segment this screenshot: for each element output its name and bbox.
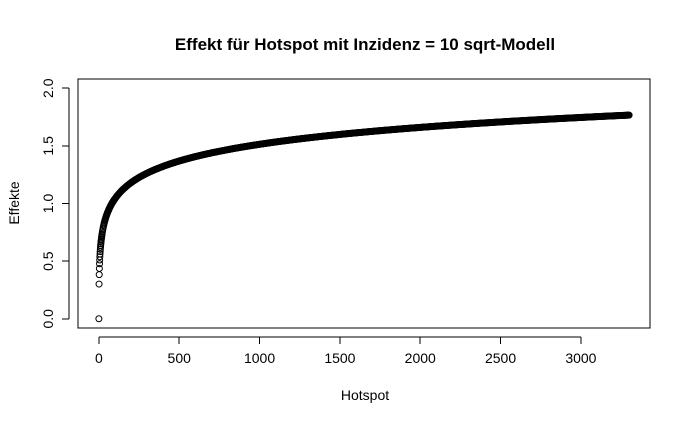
x-axis: 0 500 1000 1500 2000 2500 3000: [95, 336, 597, 366]
x-tick-label: 3000: [565, 350, 596, 366]
y-axis-label: Effekte: [6, 181, 22, 225]
y-axis: 0.0 0.5 1.0 1.5 2.0: [40, 78, 70, 329]
y-tick-label: 1.5: [40, 136, 56, 156]
data-point: [96, 253, 104, 261]
chart-title: Effekt für Hotspot mit Inzidenz = 10 sqr…: [175, 35, 555, 54]
y-tick-label: 1.0: [40, 194, 56, 214]
y-tick-label: 0.0: [40, 309, 56, 329]
data-points: [95, 111, 633, 323]
y-tick-label: 0.5: [40, 251, 56, 271]
data-point: [96, 250, 104, 258]
data-point: [95, 271, 103, 279]
data-point: [95, 264, 103, 272]
x-tick-label: 2500: [485, 350, 516, 366]
plot-area-border: [77, 78, 651, 329]
x-tick-label: 2000: [405, 350, 436, 366]
data-point: [95, 280, 103, 288]
data-point: [95, 315, 103, 323]
y-tick-label: 2.0: [40, 78, 56, 98]
x-tick-label: 1000: [244, 350, 275, 366]
data-point: [625, 111, 633, 119]
x-tick-label: 0: [95, 350, 103, 366]
data-point: [96, 260, 104, 268]
x-tick-label: 500: [168, 350, 192, 366]
x-axis-label: Hotspot: [341, 387, 389, 403]
x-tick-label: 1500: [324, 350, 355, 366]
